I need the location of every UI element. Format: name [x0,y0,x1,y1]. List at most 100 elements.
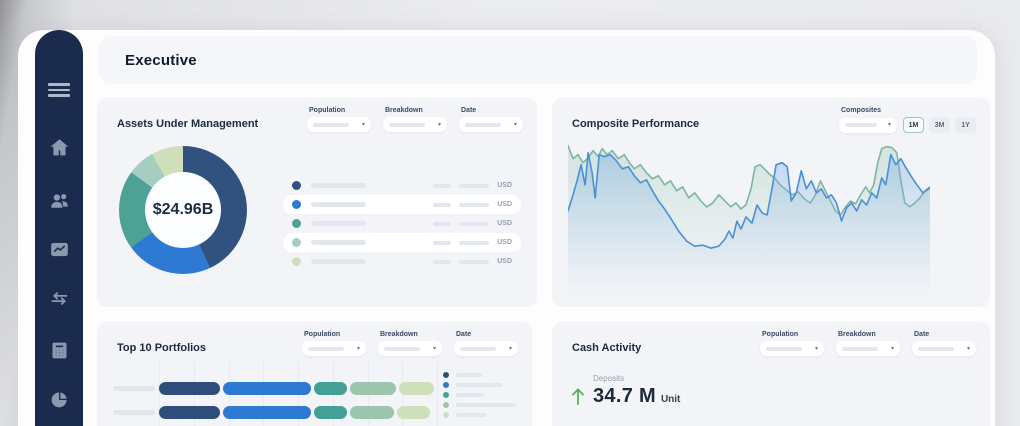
population-select[interactable]: ▾ [302,341,366,356]
filter-group: Population ▾ [307,107,371,132]
composites-filter-label: Composites [841,107,882,114]
sidebar-item-home[interactable] [47,135,71,159]
menu-icon[interactable] [47,78,71,102]
filter-label: Breakdown [380,331,418,338]
portfolio-bar-row [113,406,443,419]
value-skeleton [459,259,490,264]
select-placeholder-skeleton [766,346,802,351]
composite-controls: Composites ▾ 1M 3M 1Y [839,107,976,133]
range-button-1m[interactable]: 1M [903,117,924,133]
aum-total-value: $24.96B [152,201,214,218]
filter-label: Population [309,107,346,114]
breakdown-select[interactable]: ▾ [383,117,447,132]
sidebar-item-calculator[interactable] [47,338,71,362]
transfer-arrows-icon [51,291,67,305]
top10-portfolios-card: Top 10 Portfolios Population ▾ Breakdown ▾ D… [97,322,532,426]
select-placeholder-skeleton [845,123,877,127]
cash-card-title: Cash Activity [572,342,642,354]
stacked-bar [159,406,430,419]
composites-select[interactable]: ▾ [839,117,897,133]
filter-label: Breakdown [385,107,423,114]
breakdown-select[interactable]: ▾ [378,341,442,356]
value-skeleton [433,240,452,245]
cash-filters: Population ▾ Breakdown ▾ Date ▾ [760,331,976,356]
composite-line-chart [568,144,930,296]
aum-legend-row: USD [283,252,521,271]
calculator-icon [52,342,66,358]
legend-label-skeleton [311,240,366,245]
bar-segment [397,406,430,419]
aum-legend-row: USD [283,195,521,214]
top10-legend-item [443,410,516,420]
filter-group: Breakdown ▾ [378,331,442,356]
arrow-up-icon [572,388,584,405]
top10-legend [443,370,516,420]
sidebar-item-clients[interactable] [47,188,71,212]
top10-filters: Population ▾ Breakdown ▾ Date ▾ [302,331,518,356]
legend-dot-icon [292,238,301,247]
filter-label: Breakdown [838,331,876,338]
aum-card-title: Assets Under Management [117,118,259,130]
legend-label-skeleton [456,393,484,397]
value-skeleton [433,259,452,264]
chevron-down-icon: ▾ [814,345,818,352]
pie-chart-icon [51,391,67,407]
sidebar-item-performance[interactable] [47,237,71,261]
portfolio-label-skeleton [113,386,155,391]
composite-performance-card: Composite Performance Composites ▾ 1M 3M 1… [552,98,990,307]
clients-icon [50,193,68,208]
legend-dot-icon [443,402,449,408]
filter-label: Date [456,331,472,338]
chevron-down-icon: ▾ [966,345,970,352]
population-select[interactable]: ▾ [307,117,371,132]
population-select[interactable]: ▾ [760,341,824,356]
bar-segment [159,406,220,419]
select-placeholder-skeleton [460,346,496,351]
select-placeholder-skeleton [313,122,349,127]
bar-segment [399,382,434,395]
deposits-unit: Unit [660,394,681,405]
stacked-bar [159,382,434,395]
aum-legend-row: USD [283,214,521,233]
filter-label: Date [461,107,477,114]
top10-bar-chart [113,382,443,426]
currency-label: USD [497,258,512,265]
assets-under-management-card: Assets Under Management Population ▾ Break… [97,98,537,307]
date-select[interactable]: ▾ [912,341,976,356]
value-skeleton [459,183,490,188]
value-skeleton [433,202,452,207]
breakdown-select[interactable]: ▾ [836,341,900,356]
top10-card-title: Top 10 Portfolios [117,342,207,354]
chevron-down-icon: ▾ [356,345,360,352]
date-select[interactable]: ▾ [459,117,523,132]
bar-segment [314,406,347,419]
range-button-3m[interactable]: 3M [929,117,950,133]
select-placeholder-skeleton [384,346,420,351]
bar-segment [223,406,311,419]
filter-group: Date ▾ [459,107,523,132]
date-select[interactable]: ▾ [454,341,518,356]
select-placeholder-skeleton [389,122,425,127]
filter-group: Population ▾ [302,331,366,356]
aum-donut-chart: $24.96B [119,146,247,274]
chevron-down-icon: ▾ [361,121,365,128]
aum-filters: Population ▾ Breakdown ▾ Date ▾ [307,107,523,132]
chevron-down-icon: ▾ [887,122,891,128]
filter-label: Population [304,331,341,338]
range-button-1y[interactable]: 1Y [955,117,976,133]
sidebar-item-allocation[interactable] [47,387,71,411]
sidebar-item-transactions[interactable] [47,286,71,310]
deposits-label: Deposits [593,374,625,383]
legend-dot-icon [292,200,301,209]
filter-label: Population [762,331,799,338]
chevron-down-icon: ▾ [437,121,441,128]
legend-dot-icon [443,412,449,418]
legend-dot-icon [292,181,301,190]
deposits-metric: Deposits 34.7 M Unit [570,374,680,408]
select-placeholder-skeleton [842,346,878,351]
chevron-down-icon: ▾ [508,345,512,352]
value-skeleton [459,240,490,245]
portfolio-bar-row [113,382,443,395]
performance-chart-icon [50,242,68,256]
legend-label-skeleton [456,383,502,387]
